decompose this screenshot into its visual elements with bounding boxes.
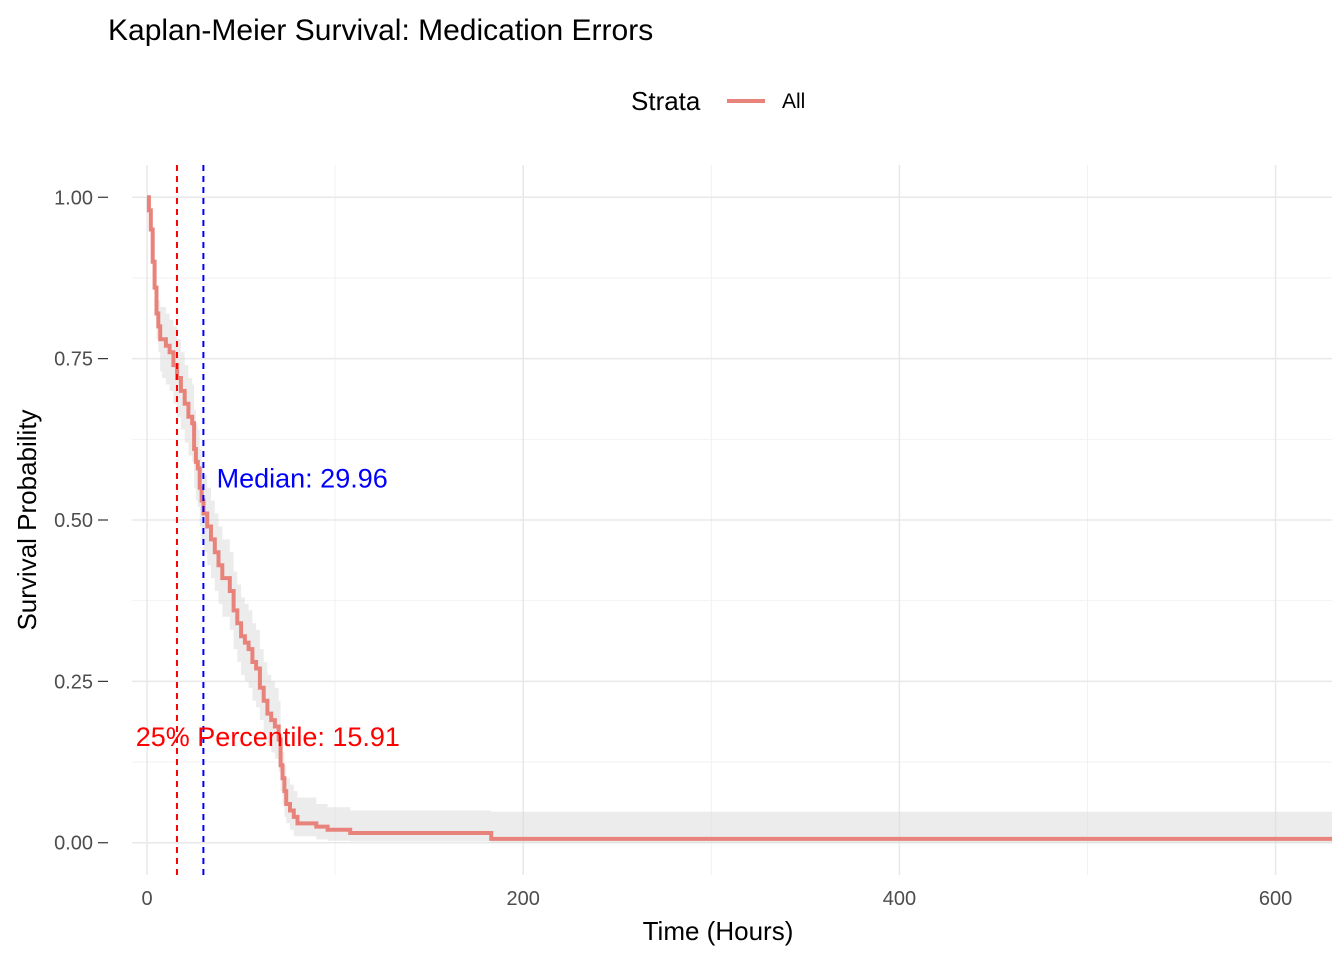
y-tick-label: 0.75 bbox=[54, 349, 93, 371]
y-tick-label: 0.00 bbox=[54, 833, 93, 855]
x-tick-label: 600 bbox=[1259, 888, 1292, 910]
legend-label-all: All bbox=[782, 90, 805, 113]
reference-lines bbox=[175, 165, 205, 875]
x-axis-ticks: 0 200 400 600 bbox=[141, 888, 1292, 910]
x-axis-title: Time (Hours) bbox=[643, 916, 794, 946]
annotations: Median: 29.96 25% Percentile: 15.91 bbox=[136, 464, 400, 752]
y-tick-label: 0.25 bbox=[54, 671, 93, 693]
annotation-label: 25% Percentile: 15.91 bbox=[136, 722, 400, 752]
annotation-label: Median: 29.96 bbox=[217, 464, 388, 494]
y-axis-ticks: 0.00 0.25 0.50 0.75 1.00 bbox=[54, 187, 108, 855]
x-tick-label: 400 bbox=[883, 888, 916, 910]
x-tick-label: 200 bbox=[507, 888, 540, 910]
legend: Strata All bbox=[631, 86, 805, 116]
survival-curves bbox=[146, 195, 1332, 841]
y-tick-label: 1.00 bbox=[54, 187, 93, 209]
y-axis-title: Survival Probability bbox=[12, 409, 42, 630]
x-tick-label: 0 bbox=[141, 888, 152, 910]
legend-title: Strata bbox=[631, 86, 701, 116]
y-tick-label: 0.50 bbox=[54, 510, 93, 532]
survival-line-all bbox=[146, 195, 1332, 841]
chart-title: Kaplan-Meier Survival: Medication Errors bbox=[108, 14, 653, 47]
plot-grid bbox=[132, 165, 1332, 875]
